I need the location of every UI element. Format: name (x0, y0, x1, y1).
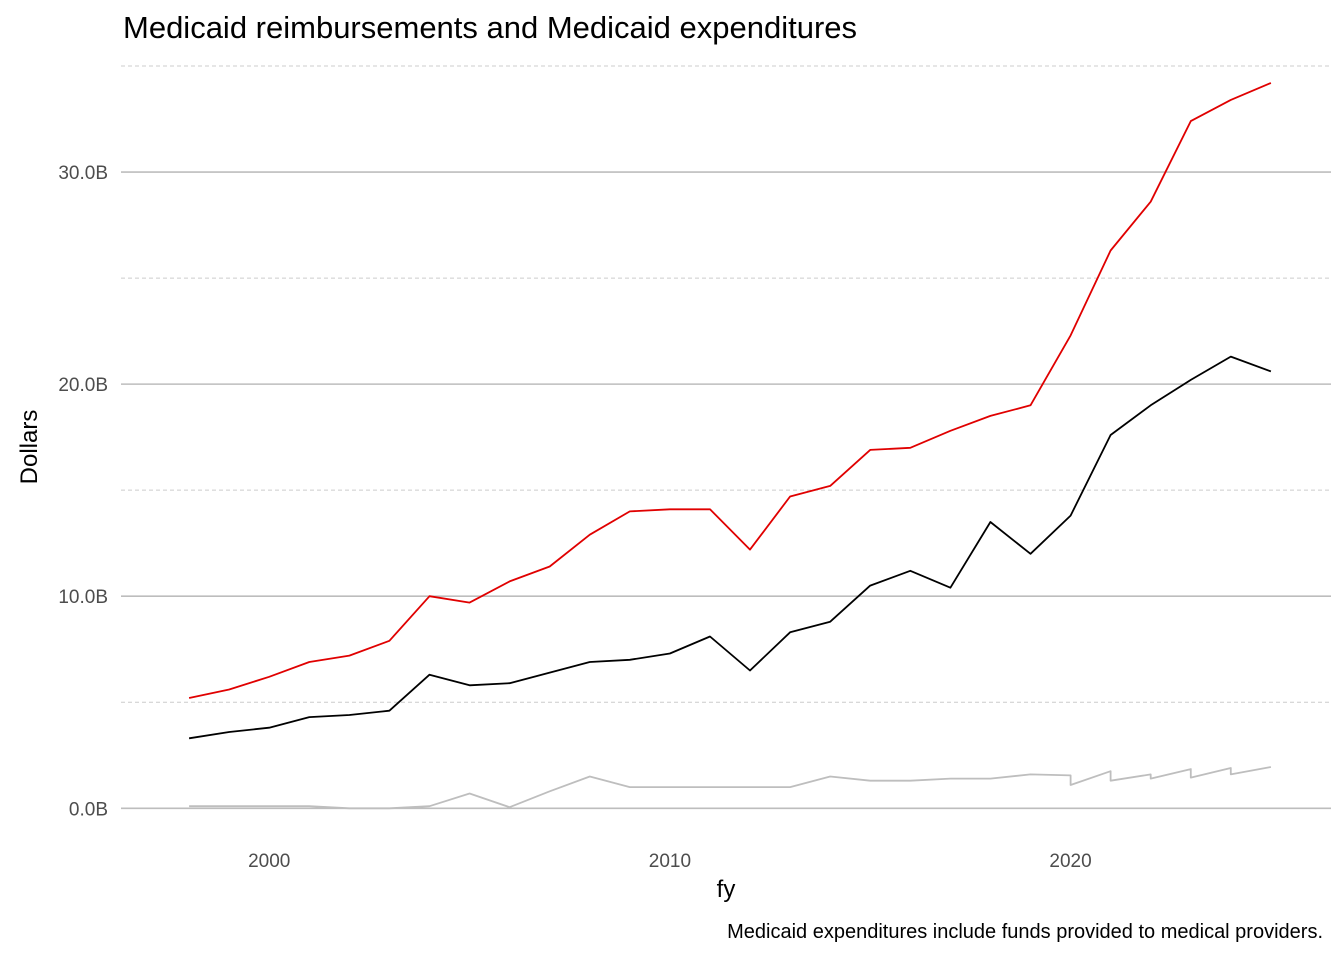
series-line-3 (189, 766, 1272, 810)
chart-title: Medicaid reimbursements and Medicaid exp… (123, 10, 858, 45)
y-tick-label: 0.0B (69, 799, 108, 820)
series-line-1 (188, 82, 1272, 699)
y-axis-title: Dollars (16, 410, 43, 485)
y-tick-label: 20.0B (58, 375, 108, 396)
y-tick-label: 10.0B (58, 587, 108, 608)
y-tick-label: 30.0B (58, 163, 108, 184)
x-axis-tick-labels: 2000 2010 2020 (248, 851, 1092, 872)
x-tick-label: 2000 (248, 851, 290, 872)
x-tick-label: 2020 (1049, 851, 1091, 872)
series-line-2 (188, 355, 1272, 740)
series-lines (188, 82, 1272, 810)
minor-gridlines (121, 65, 1331, 703)
y-axis-tick-labels: 0.0B 10.0B 20.0B 30.0B (58, 163, 108, 820)
x-tick-label: 2010 (649, 851, 691, 872)
chart-caption: Medicaid expenditures include funds prov… (727, 921, 1323, 943)
x-axis-title: fy (717, 876, 736, 903)
major-gridlines (121, 171, 1331, 810)
